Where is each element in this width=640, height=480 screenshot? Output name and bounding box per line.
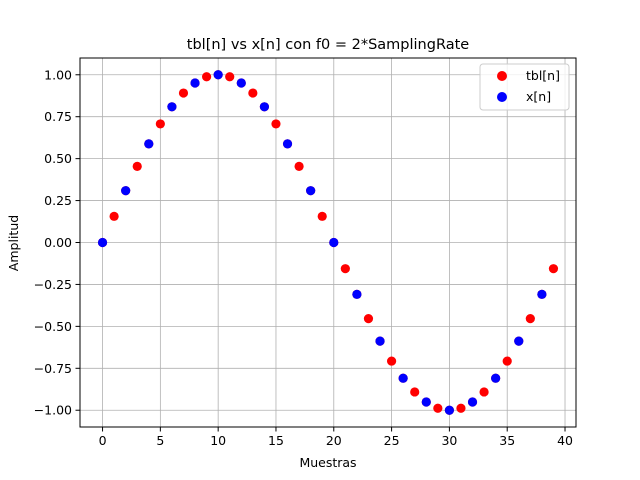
legend-marker-x <box>497 92 507 102</box>
data-point-series-0 <box>294 161 304 171</box>
data-point-series-0 <box>202 72 212 82</box>
x-tick-label: 30 <box>441 433 457 448</box>
data-point-series-0 <box>456 403 466 413</box>
data-point-series-1 <box>537 289 547 299</box>
x-tick-label: 35 <box>499 433 515 448</box>
data-point-series-0 <box>433 403 443 413</box>
data-point-series-1 <box>421 397 431 407</box>
x-axis-label: Muestras <box>299 455 356 470</box>
x-tick-label: 15 <box>268 433 284 448</box>
data-point-series-0 <box>225 72 235 82</box>
y-tick-label: −0.50 <box>34 319 72 334</box>
y-axis-ticks: −1.00 −0.75 −0.50 −0.25 0.00 0.25 0.50 0.75 1.00 <box>34 67 80 418</box>
y-tick-label: −0.75 <box>34 361 72 376</box>
data-point-series-1 <box>282 139 293 149</box>
y-tick-label: 0.00 <box>44 235 72 250</box>
data-point-series-0 <box>155 119 165 129</box>
data-point-series-1 <box>190 78 200 88</box>
y-tick-label: 0.25 <box>44 193 72 208</box>
data-point-series-0 <box>178 88 189 98</box>
y-tick-label: 1.00 <box>44 67 72 82</box>
x-tick-label: 40 <box>557 433 573 448</box>
legend-marker-tbl <box>497 71 507 81</box>
data-point-series-1 <box>121 186 131 196</box>
data-point-series-0 <box>109 211 119 221</box>
data-point-series-0 <box>317 211 327 221</box>
data-point-series-1 <box>375 336 385 346</box>
data-point-series-1 <box>467 397 478 407</box>
data-point-series-1 <box>329 237 339 248</box>
data-point-series-1 <box>144 139 154 149</box>
x-tick-label: 10 <box>210 433 226 448</box>
data-point-series-1 <box>259 102 270 112</box>
data-point-series-1 <box>97 237 108 248</box>
x-tick-label: 5 <box>156 433 164 448</box>
data-point-series-0 <box>248 88 258 98</box>
grid <box>80 58 576 427</box>
data-point-series-1 <box>167 102 177 112</box>
data-point-series-1 <box>491 373 501 383</box>
legend-label-x: x[n] <box>526 89 551 104</box>
data-point-series-0 <box>479 387 489 397</box>
data-point-series-1 <box>236 78 246 88</box>
data-point-series-1 <box>213 70 223 80</box>
data-point-series-0 <box>363 314 374 324</box>
y-tick-label: −0.25 <box>34 277 72 292</box>
data-point-series-1 <box>514 336 524 346</box>
legend-label-tbl: tbl[n] <box>526 68 560 83</box>
data-point-series-0 <box>525 314 535 324</box>
data-point-series-0 <box>410 387 420 397</box>
y-tick-label: 0.75 <box>44 109 72 124</box>
y-tick-label: 0.50 <box>44 151 72 166</box>
data-point-series-0 <box>502 356 512 366</box>
data-points <box>97 70 559 415</box>
data-point-series-1 <box>444 405 454 415</box>
data-point-series-0 <box>271 119 281 129</box>
x-tick-label: 20 <box>326 433 342 448</box>
y-axis-label: Amplitud <box>6 215 21 271</box>
x-tick-label: 25 <box>384 433 400 448</box>
data-point-series-0 <box>132 161 142 171</box>
x-axis-ticks: 0 5 10 15 20 25 30 35 40 <box>99 427 573 448</box>
data-point-series-0 <box>386 356 397 366</box>
data-point-series-0 <box>340 264 350 274</box>
data-point-series-0 <box>548 264 559 274</box>
y-tick-label: −1.00 <box>34 403 72 418</box>
data-point-series-1 <box>398 373 408 383</box>
data-point-series-1 <box>352 289 362 299</box>
x-tick-label: 0 <box>99 433 107 448</box>
data-point-series-1 <box>306 186 316 196</box>
legend: tbl[n] x[n] <box>479 63 570 111</box>
chart-title: tbl[n] vs x[n] con f0 = 2*SamplingRate <box>187 37 469 53</box>
